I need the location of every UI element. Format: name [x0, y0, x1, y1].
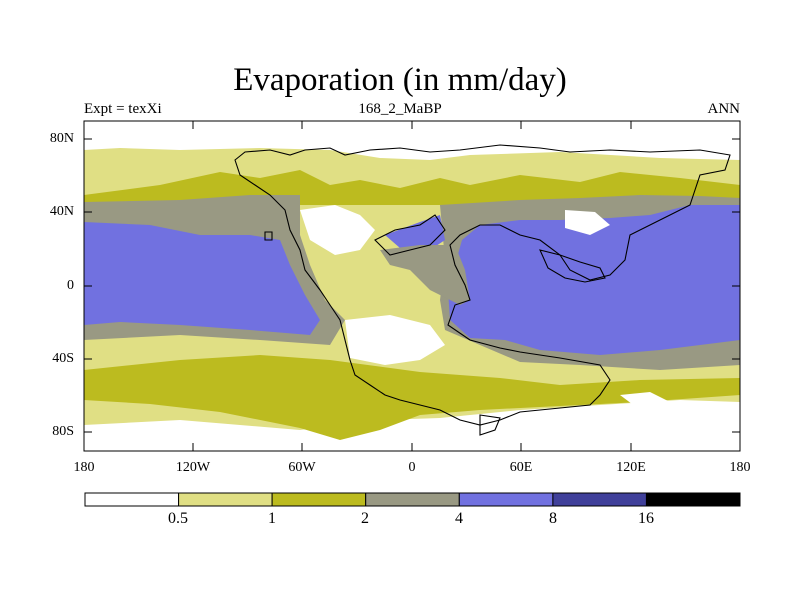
lon-label-180w: 180 — [73, 460, 95, 475]
lon-label-180e: 180 — [729, 460, 751, 475]
continent-outlines — [234, 144, 731, 436]
colorbar — [84, 492, 741, 507]
map-title: Evaporation (in mm/day) — [233, 62, 567, 98]
colorbar-box-0 — [84, 492, 180, 507]
cimmeria-outline — [539, 249, 606, 283]
proto-atlantic — [385, 215, 445, 250]
colorbar-box-5 — [552, 492, 648, 507]
asia-low — [565, 210, 610, 235]
lat-label-80s: 80S — [52, 424, 74, 439]
colorbar-label-4: 4 — [455, 510, 463, 527]
lon-label-0: 0 — [408, 460, 416, 475]
pangea-outline — [234, 144, 731, 426]
colorbar-label-16: 16 — [638, 510, 654, 527]
lat-label-0: 0 — [67, 278, 74, 293]
lat-label-80n: 80N — [49, 131, 74, 146]
colorbar-label-0-5: 0.5 — [168, 510, 188, 527]
colorbar-box-3 — [365, 492, 460, 507]
atlantic-rift-outline — [374, 214, 446, 256]
gondwana-low — [345, 315, 445, 365]
colorbar-box-6 — [645, 492, 741, 507]
lat-label-40s: 40S — [52, 351, 74, 366]
panthalassa-ocean-east — [84, 222, 320, 335]
lon-label-120e: 120E — [616, 460, 646, 475]
lon-label-60e: 60E — [509, 460, 533, 475]
time-period-label: 168_2_MaBP — [358, 101, 442, 117]
colorbar-label-8: 8 — [549, 510, 557, 527]
colorbar-box-4 — [458, 492, 554, 507]
north-polar-low — [84, 121, 740, 160]
lon-label-60w: 60W — [288, 460, 316, 475]
lon-label-120w: 120W — [175, 460, 211, 475]
south-polar-low — [84, 400, 740, 451]
colorbar-box-1 — [178, 492, 273, 507]
island-outline — [479, 414, 501, 436]
antarctica-low — [620, 392, 670, 410]
island-outline-small — [264, 231, 273, 241]
experiment-label: Expt = texXi — [84, 101, 162, 117]
colorbar-label-1: 1 — [268, 510, 276, 527]
axis-ticks — [83, 121, 741, 451]
south-midlat-band — [84, 355, 740, 440]
map-field — [84, 121, 740, 451]
lat-label-40n: 40N — [49, 204, 74, 219]
laurentia-low — [300, 205, 375, 255]
colorbar-label-2: 2 — [361, 510, 369, 527]
colorbar-box-2 — [271, 492, 367, 507]
gulf-transition — [380, 245, 470, 305]
season-label: ANN — [707, 101, 741, 117]
